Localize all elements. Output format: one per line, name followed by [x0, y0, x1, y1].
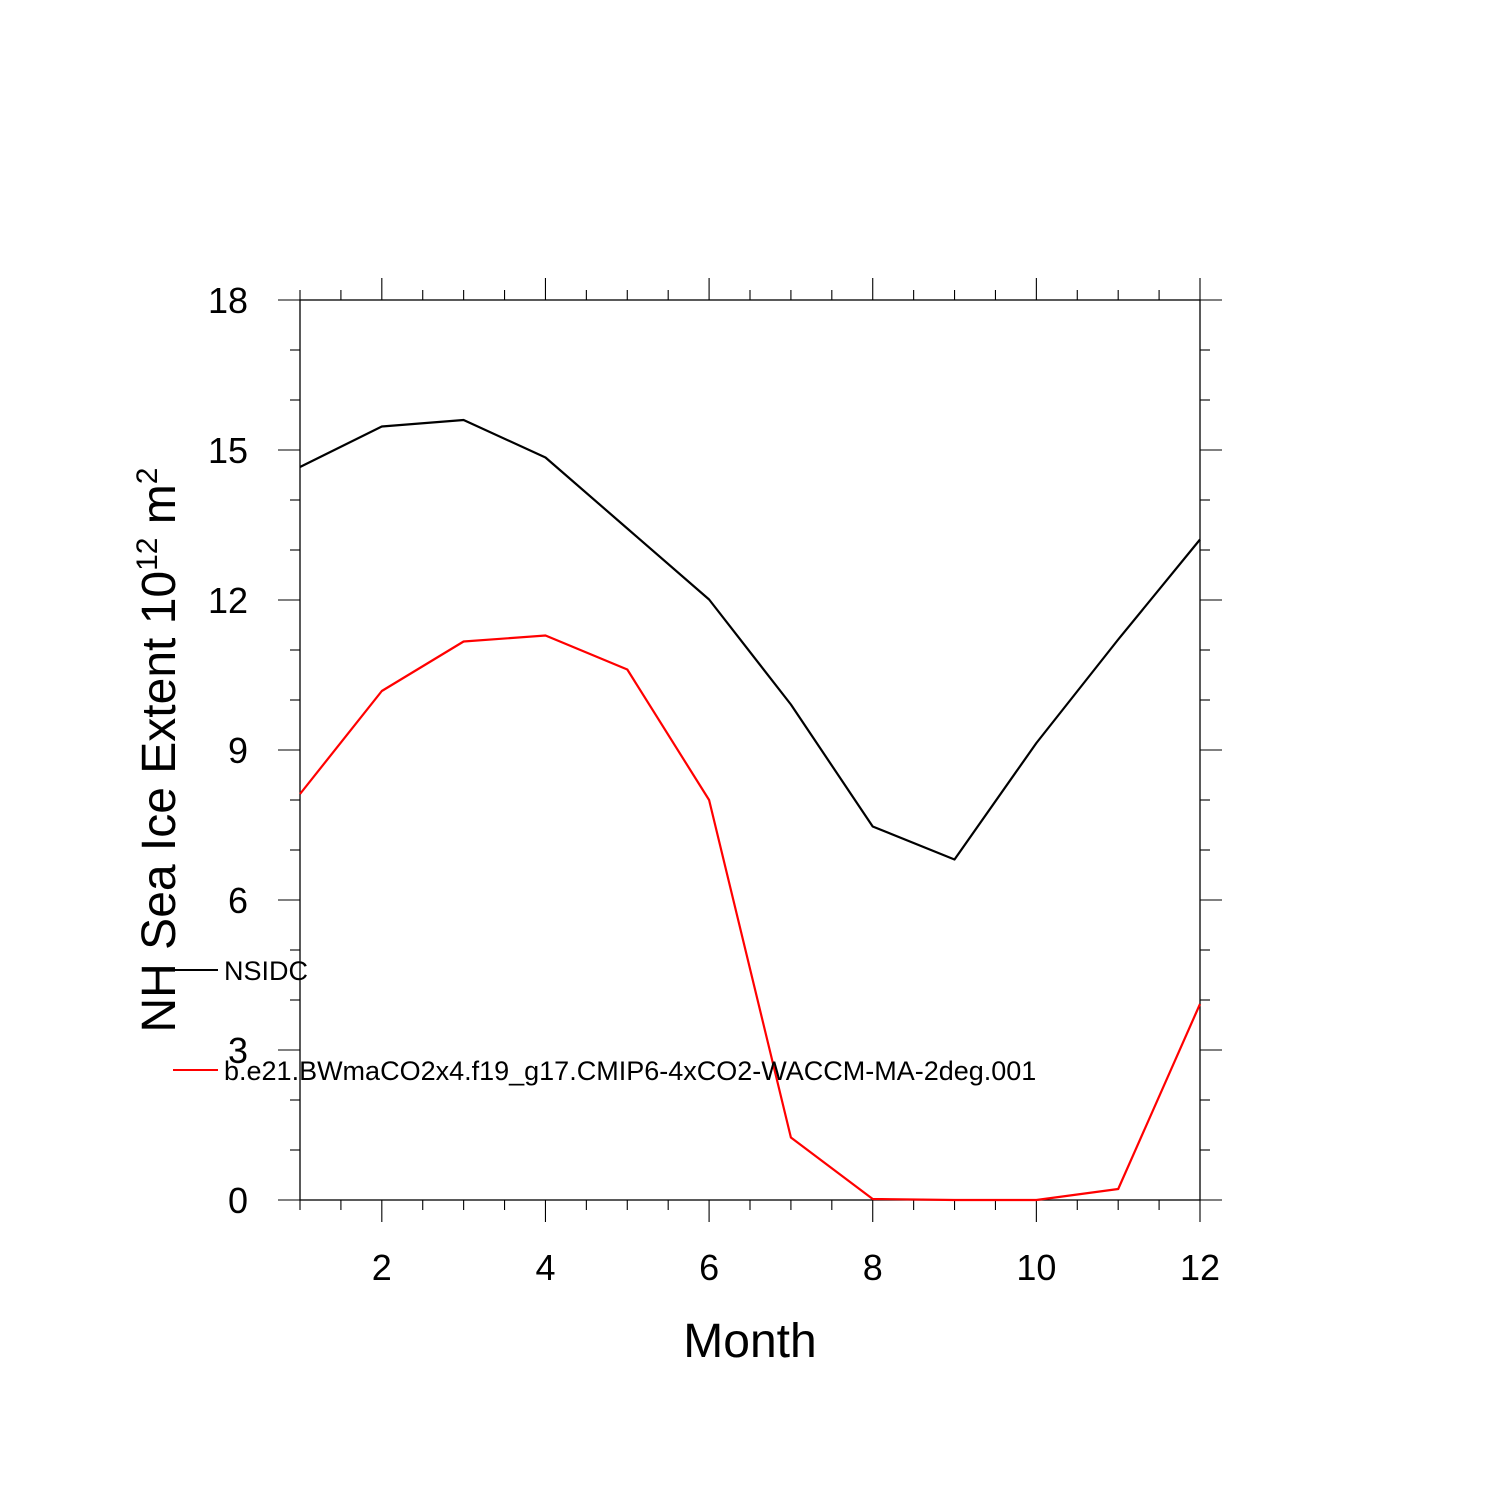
series-line-1: [299, 634, 1202, 1202]
x-tick-label: 2: [372, 1247, 392, 1288]
y-axis-title-main: NH Sea Ice Extent 10: [133, 571, 186, 1033]
y-axis-title-unit: m: [133, 484, 186, 537]
series-lines: [299, 418, 1202, 1202]
x-tick-label: 8: [863, 1247, 883, 1288]
legend-label-model: b.e21.BWmaCO2x4.f19_g17.CMIP6-4xCO2-WACC…: [224, 1056, 1036, 1086]
y-tick-label: 15: [208, 430, 248, 471]
y-tick-label: 3: [228, 1030, 248, 1071]
y-tick-label: 6: [228, 880, 248, 921]
x-tick-label: 12: [1180, 1247, 1220, 1288]
tick-labels: 2 4 6 8 10 12 0 3 6 9 12 15 18: [208, 280, 1220, 1288]
legend: NSIDC b.e21.BWmaCO2x4.f19_g17.CMIP6-4xCO…: [173, 956, 1036, 1086]
axis-ticks: [278, 278, 1222, 1222]
x-tick-label: 4: [535, 1247, 555, 1288]
y-tick-label: 0: [228, 1180, 248, 1221]
series-line-0: [299, 418, 1201, 861]
y-axis-title-unit-exponent: 2: [131, 468, 164, 485]
y-axis-title-exponent: 12: [131, 538, 164, 571]
legend-label-nsidc: NSIDC: [224, 956, 308, 986]
y-tick-label: 9: [228, 730, 248, 771]
x-tick-label: 6: [699, 1247, 719, 1288]
y-tick-label: 12: [208, 580, 248, 621]
y-axis-title: NH Sea Ice Extent 1012 m2: [131, 468, 186, 1033]
y-tick-label: 18: [208, 280, 248, 321]
x-tick-label: 10: [1016, 1247, 1056, 1288]
x-axis-title: Month: [683, 1315, 816, 1368]
